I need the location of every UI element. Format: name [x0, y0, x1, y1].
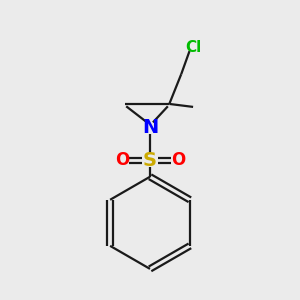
- Text: O: O: [171, 152, 185, 169]
- Text: Cl: Cl: [185, 40, 201, 55]
- Text: O: O: [115, 152, 129, 169]
- Text: S: S: [143, 151, 157, 170]
- Text: N: N: [142, 118, 158, 137]
